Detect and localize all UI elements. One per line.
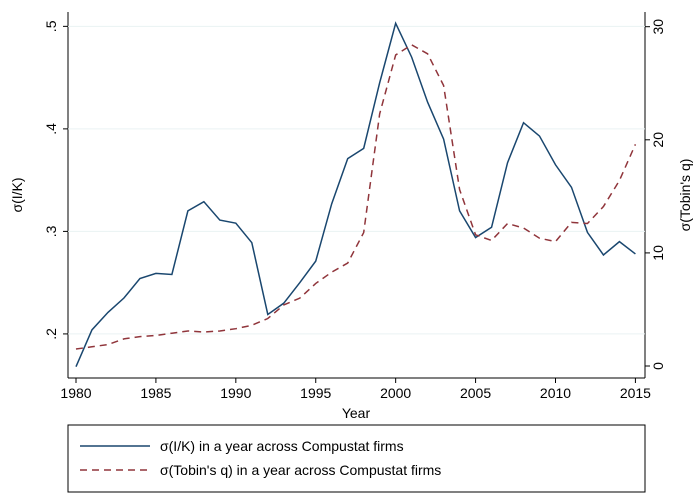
legend-label: σ(I/K) in a year across Compustat firms: [160, 438, 404, 454]
y-tick-label: .4: [43, 123, 59, 135]
legend: [67, 424, 646, 493]
series-line: [75, 21, 636, 368]
plot-area: [68, 12, 645, 378]
y-tick-label: .2: [43, 328, 59, 340]
x-tick-label: 1980: [60, 385, 91, 401]
x-tick-label: 1990: [220, 385, 251, 401]
legend-label: σ(Tobin's q) in a year across Compustat …: [160, 462, 441, 478]
x-tick-label: 2010: [540, 385, 571, 401]
y-tick-label: .5: [43, 20, 59, 32]
y2-tick-label: 20: [650, 132, 666, 148]
x-tick-label: 2005: [460, 385, 491, 401]
y2-axis-title: σ(Tobin's q): [677, 159, 693, 232]
y2-tick-label: 10: [650, 245, 666, 261]
y2-tick-label: 0: [650, 362, 666, 370]
x-axis-title: Year: [342, 405, 371, 421]
y-tick-label: .3: [43, 225, 59, 237]
x-tick-label: 1995: [300, 385, 331, 401]
x-tick-label: 2000: [380, 385, 411, 401]
x-tick-label: 2015: [620, 385, 651, 401]
y2-tick-label: 30: [650, 19, 666, 35]
x-tick-label: 1985: [140, 385, 171, 401]
y-axis-title: σ(I/K): [9, 177, 25, 212]
series-line: [75, 43, 637, 350]
